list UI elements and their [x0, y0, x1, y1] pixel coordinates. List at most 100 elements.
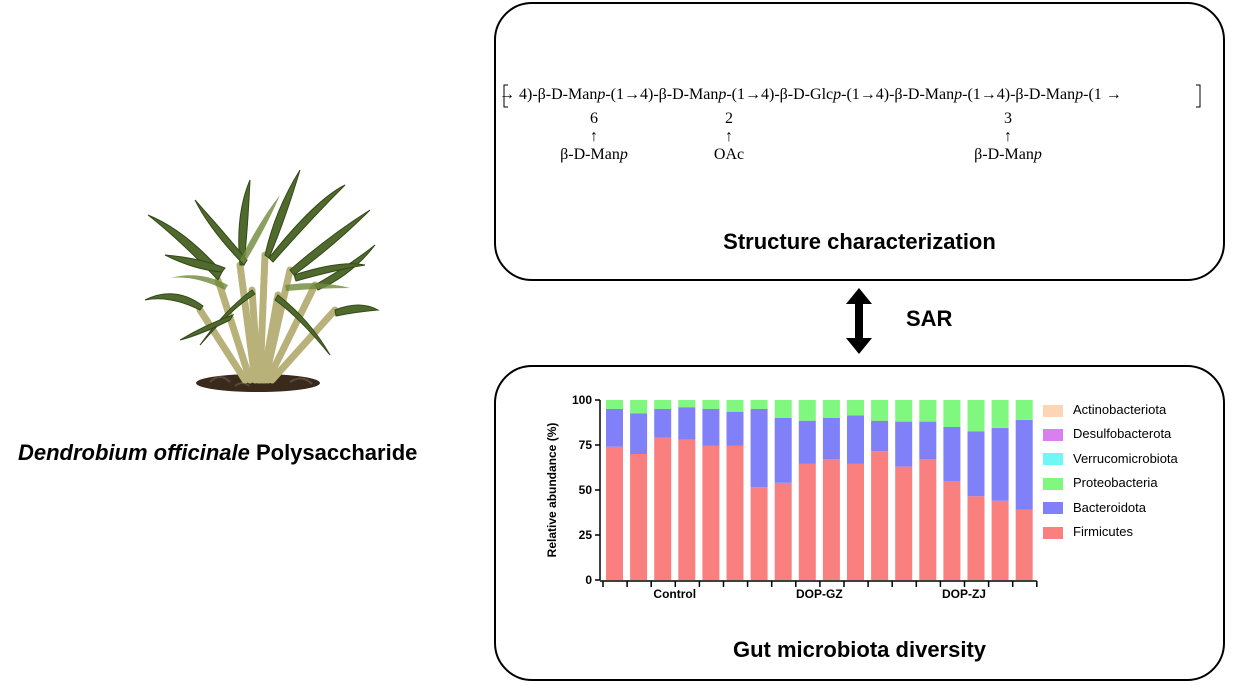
bar-segment-proteobacteria	[991, 400, 1009, 428]
repeat-brackets	[503, 84, 1201, 108]
bar-segment-bacteroidota	[606, 409, 623, 447]
dendrobium-plant-image	[140, 160, 380, 400]
legend-swatch	[1043, 453, 1063, 466]
bar-segment-bacteroidota	[822, 418, 840, 460]
bars	[606, 400, 1033, 580]
substituent-1-group: β-D-Manp	[560, 146, 628, 163]
bar-segment-proteobacteria	[871, 400, 889, 421]
bar-segment-firmicutes	[1015, 509, 1033, 580]
bar-segment-proteobacteria	[847, 400, 864, 416]
bar-segment-proteobacteria	[798, 400, 816, 421]
legend-swatch	[1043, 428, 1063, 441]
substituent-3-group: β-D-Manp	[974, 146, 1042, 163]
bar-segment-proteobacteria	[967, 400, 985, 432]
y-tick-label: 100	[572, 393, 592, 407]
bar-segment-bacteroidota	[871, 420, 889, 452]
bar-segment-firmicutes	[606, 446, 623, 580]
legend-label: Desulfobacterota	[1073, 426, 1172, 442]
legend-item: Proteobacteria	[1043, 475, 1158, 490]
structure-panel: → 4)-β-D-Manp-(1→4)-β-D-Manp-(1→4)-β-D-G…	[494, 2, 1225, 281]
bar-segment-bacteroidota	[726, 411, 744, 446]
bar-segment-proteobacteria	[678, 400, 696, 408]
y-tick-label: 75	[579, 438, 593, 452]
bar-segment-proteobacteria	[822, 400, 840, 418]
bar-segment-proteobacteria	[702, 400, 720, 409]
legend-label: Firmicutes	[1073, 524, 1133, 539]
substituent-1-position: 6	[590, 110, 598, 127]
legend-label: Actinobacteriota	[1073, 402, 1167, 417]
plant-caption: Dendrobium officinale Polysaccharide	[18, 440, 417, 466]
bar-segment-firmicutes	[726, 445, 744, 580]
bar-segment-firmicutes	[967, 496, 985, 580]
bar-segment-bacteroidota	[1015, 419, 1033, 510]
legend-label: Bacteroidota	[1073, 499, 1146, 515]
legend-item: Bacteroidota	[1043, 500, 1146, 515]
bar-segment-proteobacteria	[750, 400, 768, 409]
group-label: DOP-ZJ	[942, 587, 986, 601]
bar-segment-proteobacteria	[774, 400, 792, 418]
legend-item: Desulfobacterota	[1043, 426, 1171, 441]
bar-segment-firmicutes	[822, 459, 840, 580]
formula-part: -(1→4)-β-D-Man	[841, 86, 955, 103]
bar-segment-bacteroidota	[630, 413, 648, 454]
formula-part: p	[833, 86, 842, 103]
microbiota-stacked-bar-chart: Relative abundance (%) 0 25 50 75 100 Contro…	[545, 393, 1038, 601]
bar-segment-bacteroidota	[847, 415, 864, 464]
legend-item: Actinobacteriota	[1043, 402, 1166, 417]
formula-part: -(1→4)-β-D-Man	[962, 86, 1076, 103]
substituent-3-arrow: ↑	[1004, 128, 1012, 145]
bar-segment-proteobacteria	[606, 400, 623, 409]
group-label: DOP-GZ	[796, 587, 843, 601]
bar-segment-firmicutes	[678, 439, 696, 580]
gut-title: Gut microbiota diversity	[732, 637, 987, 662]
x-axis: Control DOP-GZ DOP-ZJ	[600, 580, 1038, 601]
bar-segment-bacteroidota	[919, 421, 937, 460]
bar-segment-bacteroidota	[774, 418, 792, 483]
bar-segment-proteobacteria	[654, 400, 672, 409]
y-tick-label: 25	[579, 528, 593, 542]
sar-label: SAR	[906, 306, 953, 331]
legend-label: Proteobacteria	[1073, 475, 1158, 491]
bar-segment-firmicutes	[630, 454, 648, 580]
bar-segment-proteobacteria	[726, 400, 744, 412]
formula-part: p	[954, 86, 963, 103]
formula-part: p	[1075, 86, 1084, 103]
structure-title: Structure characterization	[723, 229, 996, 254]
bar-segment-bacteroidota	[991, 427, 1009, 501]
substituent-1-arrow: ↑	[590, 128, 598, 145]
bar-segment-bacteroidota	[702, 409, 720, 446]
bar-segment-firmicutes	[847, 463, 864, 580]
legend-item: Firmicutes	[1043, 524, 1133, 539]
bar-segment-bacteroidota	[798, 420, 816, 464]
substituent-2-group: OAc	[713, 146, 745, 163]
substituent-2-position: 2	[725, 110, 733, 127]
substituent-3: 3 ↑ β-D-Manp	[958, 110, 1058, 164]
y-tick-label: 0	[585, 573, 592, 587]
bar-segment-firmicutes	[798, 463, 816, 580]
legend-swatch	[1043, 404, 1063, 417]
bar-segment-firmicutes	[991, 500, 1009, 580]
polysaccharide-formula: → 4)-β-D-Manp-(1→4)-β-D-Manp-(1→4)-β-D-G…	[499, 86, 1122, 104]
bar-segment-bacteroidota	[943, 427, 961, 481]
legend-swatch	[1043, 477, 1063, 490]
substituent-1: 6 ↑ β-D-Manp	[544, 110, 644, 164]
bar-segment-firmicutes	[654, 437, 672, 580]
bar-segment-proteobacteria	[1015, 400, 1033, 420]
formula-part: -(1→4)-β-D-Glc	[726, 86, 834, 103]
bar-segment-firmicutes	[774, 482, 792, 580]
formula-part: p	[597, 86, 606, 103]
plant-illustration	[144, 169, 380, 392]
bar-segment-bacteroidota	[678, 407, 696, 440]
bar-segment-bacteroidota	[750, 409, 768, 488]
legend-item: Verrucomicrobiota	[1043, 451, 1178, 466]
formula-part: p	[718, 86, 727, 103]
bar-segment-firmicutes	[919, 459, 937, 580]
caption-species: Dendrobium officinale	[18, 440, 250, 465]
substituent-2-arrow: ↑	[725, 128, 733, 145]
y-tick-label: 50	[579, 483, 593, 497]
bar-segment-firmicutes	[895, 466, 913, 580]
legend-swatch	[1043, 502, 1063, 515]
caption-suffix: Polysaccharide	[249, 440, 418, 465]
bar-segment-bacteroidota	[654, 409, 672, 438]
y-axis: 0 25 50 75 100	[572, 393, 601, 587]
